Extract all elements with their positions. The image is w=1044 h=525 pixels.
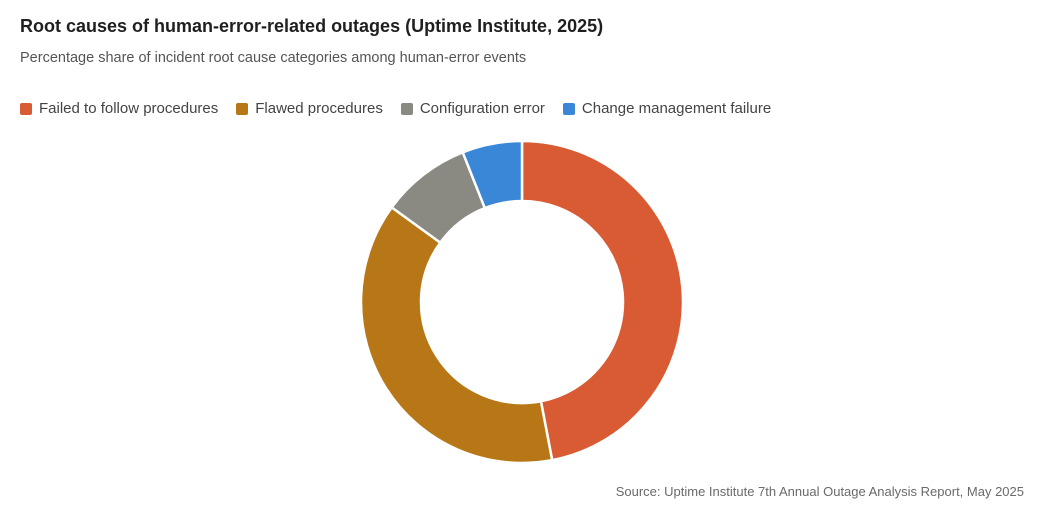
legend-label: Configuration error <box>419 100 545 117</box>
chart-legend: Failed to follow procedures Flawed proce… <box>20 100 789 117</box>
donut-slices <box>359 139 685 465</box>
legend-swatch <box>20 102 32 115</box>
legend-item-flawed-procedures[interactable]: Flawed procedures <box>236 100 383 117</box>
slice-failed-to-follow-procedures[interactable] <box>520 139 685 462</box>
legend-item-configuration-error[interactable]: Configuration error <box>400 100 545 117</box>
legend-swatch <box>236 102 249 115</box>
source-note: Source: Uptime Institute 7th Annual Outa… <box>615 484 1024 499</box>
legend-swatch <box>562 102 575 115</box>
legend-label: Flawed procedures <box>255 100 383 117</box>
slice-flawed-procedures[interactable] <box>359 206 554 465</box>
legend-swatch <box>400 102 413 115</box>
legend-item-change-management-failure[interactable]: Change management failure <box>562 100 772 117</box>
legend-label: Failed to follow procedures <box>39 100 219 117</box>
chart-title: Root causes of human-error-related outag… <box>20 16 604 36</box>
chart-subtitle: Percentage share of incident root cause … <box>20 50 527 66</box>
legend-label: Change management failure <box>581 100 772 117</box>
legend-item-failed-to-follow-procedures[interactable]: Failed to follow procedures <box>20 100 218 117</box>
slice-change-management-failure[interactable] <box>461 139 524 210</box>
